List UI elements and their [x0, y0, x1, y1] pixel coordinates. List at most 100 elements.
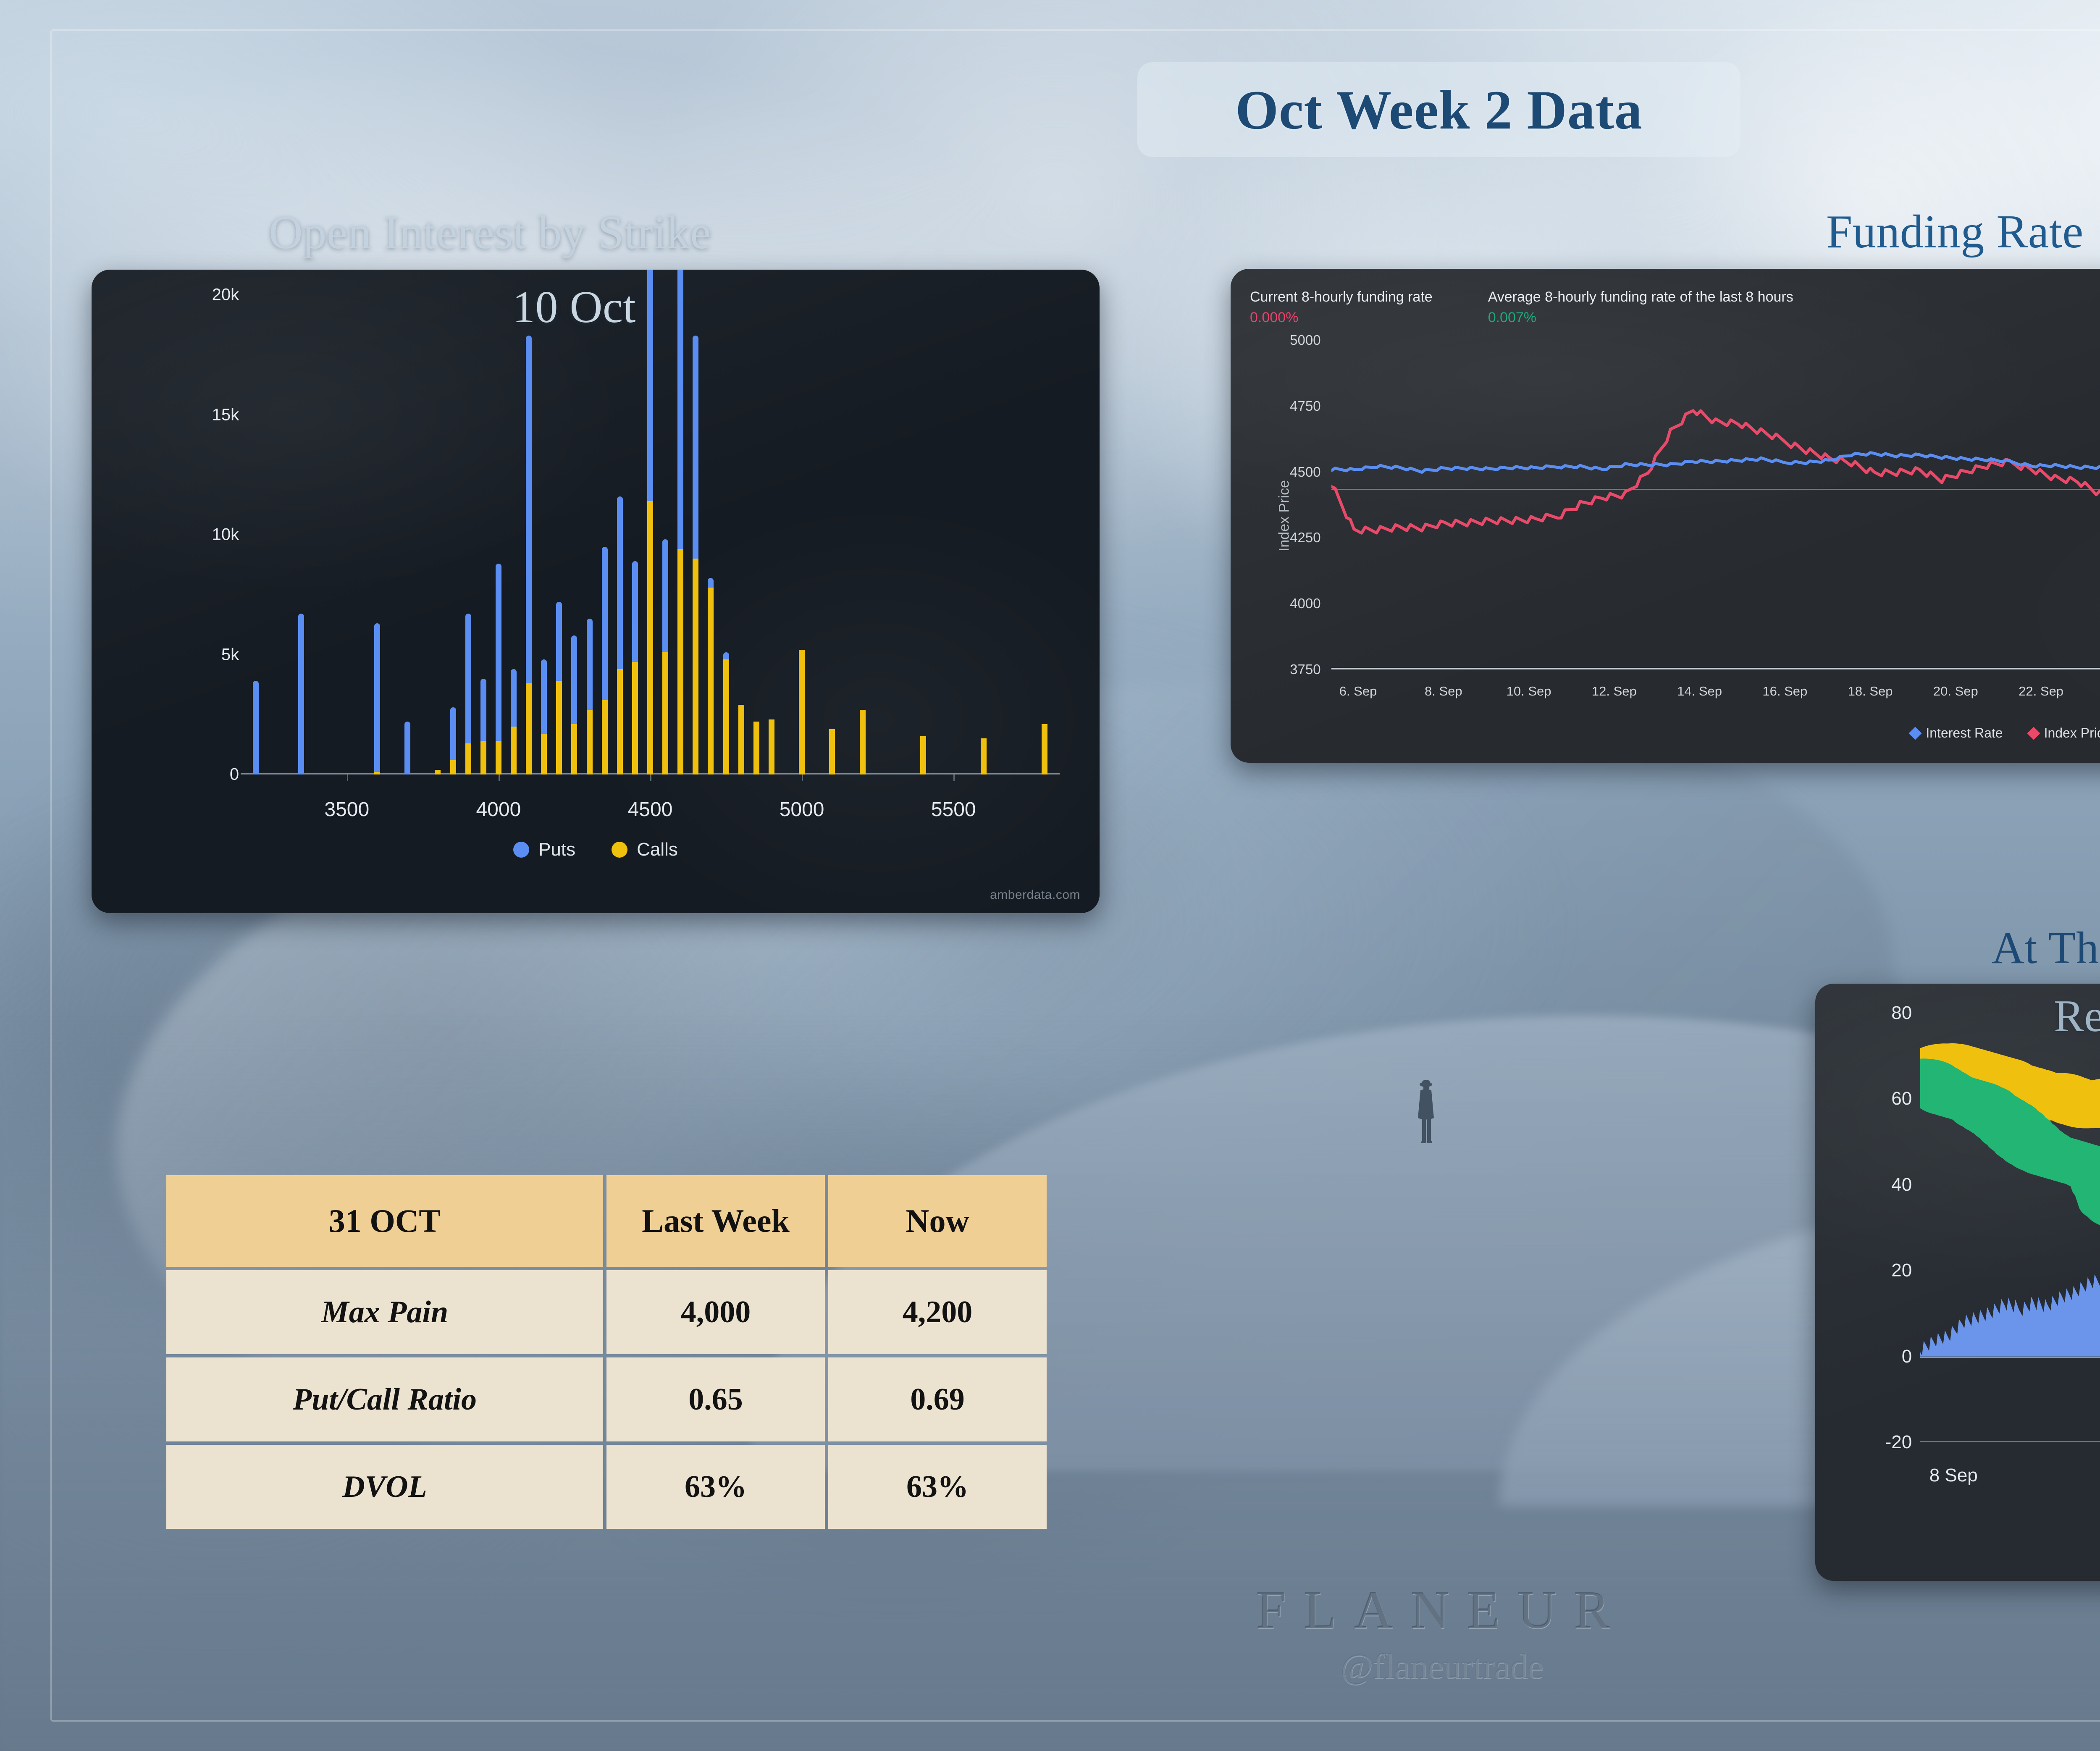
- calls-segment: [435, 769, 441, 774]
- legend-color-dot: [612, 842, 628, 858]
- amberdata-watermark: amberdata.com: [990, 888, 1080, 902]
- open-interest-bar: [723, 652, 729, 774]
- puts-segment: [404, 722, 411, 774]
- legend-label: Calls: [637, 839, 678, 860]
- legend-item: Puts: [513, 839, 575, 860]
- open-interest-x-tick-label: 4500: [627, 798, 673, 821]
- atm-zero-line: [1920, 1356, 2100, 1358]
- table-cell-last-week: 0.65: [606, 1357, 825, 1441]
- calls-segment: [465, 743, 471, 774]
- current-funding-stat: Current 8-hourly funding rate 0.000%: [1250, 289, 1433, 326]
- open-interest-chart-card: 0 5k 10k 15k 20k 3500 4000 4500 5000 5500 Puts Cal…: [92, 270, 1100, 913]
- open-interest-section-title: Open Interest by Strike: [269, 207, 711, 259]
- funding-left-y-tick: 4250: [1290, 530, 1321, 546]
- puts-segment: [586, 618, 593, 710]
- open-interest-y-tick-label: 15k: [212, 405, 239, 424]
- puts-segment: [480, 678, 486, 741]
- calls-segment: [738, 705, 744, 774]
- atm-y-tick-label: 0: [1901, 1346, 1912, 1367]
- puts-segment: [617, 496, 623, 669]
- puts-segment: [647, 270, 653, 501]
- legend-color-dot: [513, 842, 530, 858]
- open-interest-bar: [556, 601, 562, 774]
- calls-segment: [920, 736, 926, 774]
- funding-zero-line: [1331, 489, 2100, 490]
- calls-segment: [708, 587, 714, 774]
- atm-y-tick-label: 40: [1891, 1174, 1912, 1195]
- open-interest-bar: [601, 546, 608, 774]
- open-interest-bar: [768, 719, 774, 774]
- calls-segment: [450, 760, 456, 774]
- calls-segment: [981, 738, 987, 774]
- atm-baseline: [1920, 1441, 2100, 1442]
- open-interest-bar: [480, 678, 486, 774]
- open-interest-legend: Puts Calls: [92, 839, 1100, 860]
- funding-baseline: [1331, 668, 2100, 669]
- calls-segment: [677, 549, 684, 774]
- page-title-pill: Oct Week 2 Data: [1137, 62, 1740, 157]
- brand-name: FLANEUR: [1256, 1580, 1628, 1640]
- current-funding-value: 0.000%: [1250, 310, 1299, 326]
- atm-legend: VRPATMParkinson RV: [1815, 1508, 2100, 1528]
- calls-segment: [510, 726, 517, 774]
- open-interest-bar: [495, 563, 501, 774]
- open-interest-bar: [799, 650, 805, 774]
- calls-segment: [617, 669, 623, 774]
- open-interest-bar: [677, 270, 684, 774]
- open-interest-bar: [753, 722, 759, 774]
- open-interest-y-tick-label: 10k: [212, 525, 239, 544]
- puts-segment: [374, 623, 380, 772]
- legend-color-marker: [1908, 726, 1922, 740]
- table-cell-last-week: 63%: [606, 1445, 825, 1529]
- puts-segment: [601, 546, 608, 700]
- calls-segment: [526, 683, 532, 774]
- open-interest-bar: [465, 614, 471, 774]
- table-header-cell: Last Week: [606, 1175, 825, 1267]
- open-interest-bar: [450, 707, 456, 774]
- calls-segment: [1041, 724, 1047, 774]
- atm-chart-series: [1920, 1043, 2100, 1357]
- funding-left-y-tick: 5000: [1290, 332, 1321, 348]
- legend-label: Puts: [538, 839, 576, 860]
- open-interest-bar: [859, 709, 866, 774]
- funding-x-tick-label: 14. Sep: [1677, 684, 1722, 698]
- puts-segment: [298, 614, 304, 774]
- funding-left-y-tick: 4000: [1290, 596, 1321, 612]
- summary-table: 31 OCT Last Week Now Max Pain 4,000 4,200 Put/…: [163, 1172, 1050, 1532]
- funding-rate-stats: Current 8-hourly funding rate 0.000% Ave…: [1250, 289, 1793, 326]
- brand-watermark: FLANEUR @flaneurtrade: [0, 1579, 2100, 1687]
- open-interest-bar: [586, 618, 593, 774]
- funding-rate-plot-area: 375040004250450047505000-0.09-0.06-0.030…: [1290, 332, 2100, 698]
- table-row: DVOL 63% 63%: [166, 1445, 1047, 1529]
- calls-segment: [601, 700, 608, 774]
- open-interest-bar: [404, 722, 411, 774]
- puts-segment: [723, 652, 729, 659]
- puts-segment: [571, 635, 578, 725]
- puts-segment: [693, 336, 699, 559]
- calls-segment: [829, 729, 835, 774]
- vrp-area: [1920, 1274, 2100, 1357]
- atm-y-tick-label: 20: [1891, 1260, 1912, 1281]
- open-interest-bar: [738, 705, 744, 774]
- puts-segment: [677, 270, 684, 549]
- open-interest-bar: [662, 539, 669, 774]
- funding-x-tick-label: 12. Sep: [1591, 684, 1637, 698]
- funding-rate-legend: Interest Rate Index Price: [1231, 725, 2100, 741]
- open-interest-x-tick-label: 4000: [476, 798, 521, 821]
- atm-y-tick-label: 60: [1891, 1088, 1912, 1109]
- open-interest-x-tick-label: 3500: [324, 798, 370, 821]
- flaneur-silhouette-icon: [1412, 1077, 1441, 1182]
- table-row-label: DVOL: [166, 1445, 603, 1529]
- funding-left-y-tick: 3750: [1290, 662, 1321, 677]
- table-row: Put/Call Ratio 0.65 0.69: [166, 1357, 1047, 1441]
- legend-item: Calls: [612, 839, 678, 860]
- calls-segment: [556, 681, 562, 774]
- legend-item: Index Price: [2027, 725, 2100, 741]
- open-interest-y-tick-label: 0: [229, 765, 239, 784]
- table-cell-now: 4,200: [828, 1270, 1047, 1354]
- open-interest-bar: [617, 496, 623, 774]
- calls-segment: [859, 709, 866, 774]
- funding-left-y-tick: 4500: [1290, 464, 1321, 480]
- legend-item: Interest Rate: [1908, 725, 2003, 741]
